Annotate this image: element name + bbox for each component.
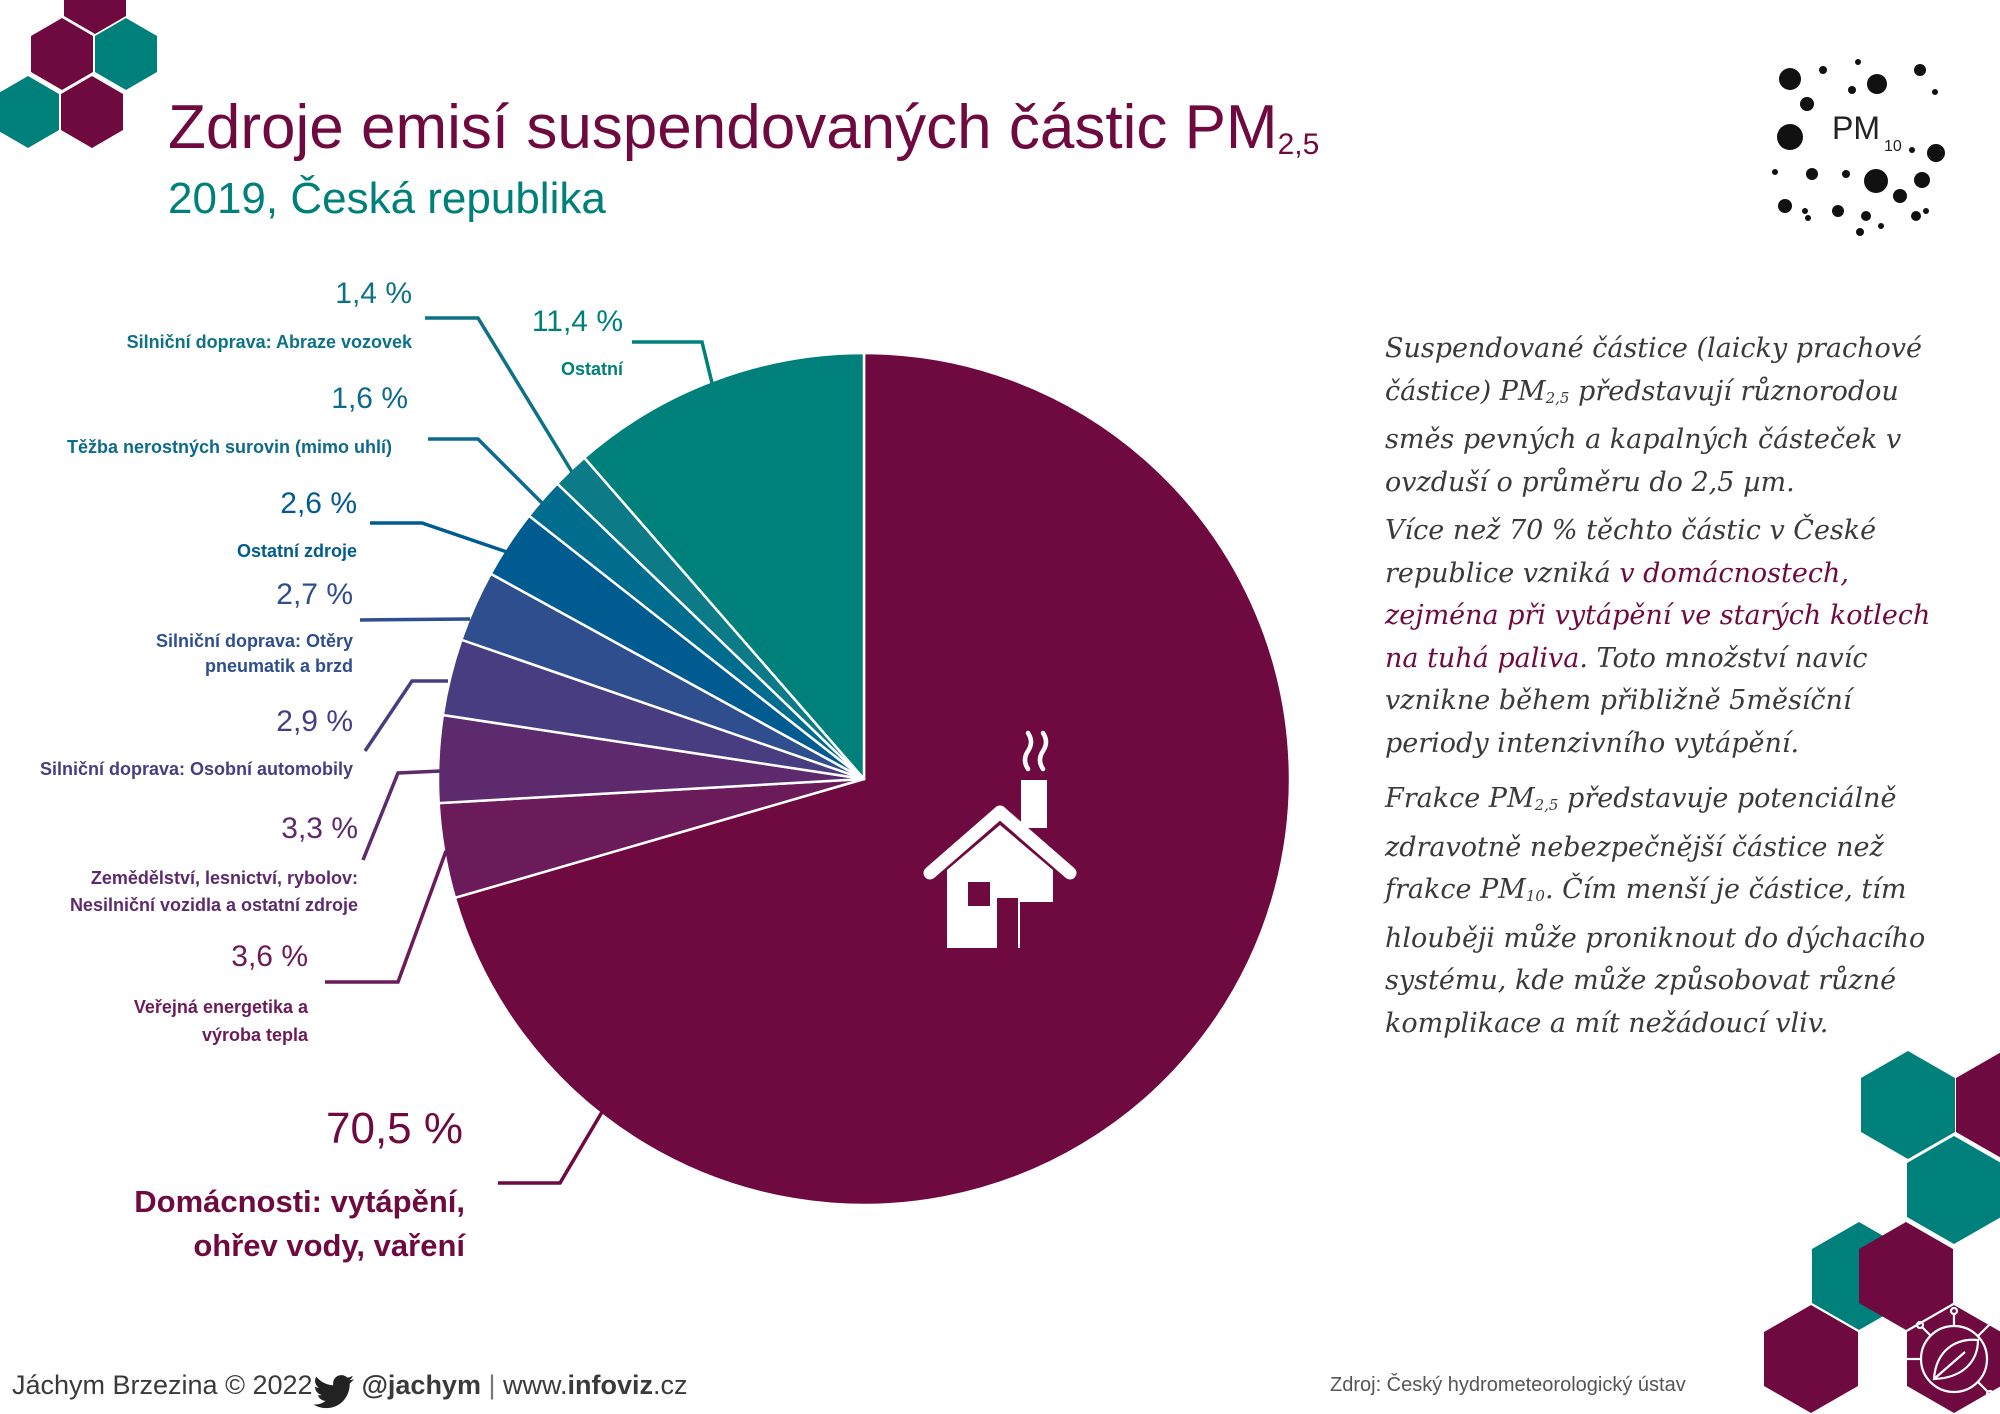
label-value-ostatni-zdroje: 2,6 % <box>280 487 357 520</box>
leader-line-ostatni <box>632 340 714 384</box>
label-name-ostatni: Ostatní <box>561 359 624 379</box>
paragraph-2: Více než 70 % těchto částic v České repu… <box>1385 510 1945 765</box>
label-value-otery: 2,7 % <box>276 578 353 611</box>
paragraph-3-text-c: . Čím menší je částice, tím hlouběji můž… <box>1385 874 1926 1039</box>
footer-website-main: infoviz <box>567 1370 654 1400</box>
leaf-network-icon <box>1898 1306 1997 1399</box>
leader-lines <box>325 316 714 1185</box>
paragraph-2-text-a: Více než 70 % těchto částic v České repu… <box>1385 515 1877 589</box>
pm10-logo-sub: 10 <box>1884 138 1902 155</box>
label-name-domacnosti-line1: Domácnosti: vytápění, <box>134 1184 465 1219</box>
page-subtitle: 2019, Česká republika <box>168 174 606 223</box>
label-name-osobni: Silniční doprava: Osobní automobily <box>40 759 353 779</box>
label-name-zemedelstvi-line1: Zemědělství, lesnictví, rybolov: <box>91 868 358 888</box>
label-value-ostatni: 11,4 % <box>532 305 623 338</box>
footer-source: Zdroj: Český hydrometeorologický ústav <box>1330 1374 1686 1396</box>
paragraph-2-text-b: . Toto množství navíc vznikne během přib… <box>1385 642 1868 759</box>
title-subscript: 2,5 <box>1277 128 1320 161</box>
label-name-abraze: Silniční doprava: Abraze vozovek <box>127 332 413 352</box>
footer-website-prefix: www. <box>503 1370 568 1400</box>
paragraph-3-text-b: představuje potenciálně zdravotně nebezp… <box>1385 783 1897 905</box>
house-icon <box>923 730 1077 948</box>
leader-line-domacnosti <box>498 1111 604 1185</box>
label-name-zemedelstvi-line2: Nesilniční vozidla a ostatní zdroje <box>70 895 358 915</box>
callout-labels: 1,4 % Silniční doprava: Abraze vozovek 1… <box>40 277 624 1263</box>
page-title: Zdroje emisí suspendovaných částic PM2,5 <box>168 92 1319 163</box>
footer-website-suffix: .cz <box>653 1370 688 1400</box>
hexagon-decoration-top-left <box>0 0 157 148</box>
leader-line-osobni <box>363 679 448 752</box>
label-name-ostatni-zdroje: Ostatní zdroje <box>237 541 357 561</box>
footer-credits: Jáchym Brzezina © 2022 @jachym | www.inf… <box>12 1370 688 1401</box>
particles-icon <box>1772 59 1945 236</box>
label-name-otery-line1: Silniční doprava: Otěry <box>156 631 353 651</box>
pie-slice-8 <box>583 351 866 781</box>
leader-line-otery <box>359 617 471 622</box>
paragraph-3-text-a: Frakce PM <box>1385 783 1535 814</box>
label-name-otery-line2: pneumatik a brzd <box>205 656 353 676</box>
paragraph-3-subscript-2: 10 <box>1525 887 1545 905</box>
leader-line-zemedelstvi <box>361 769 442 861</box>
footer-website[interactable]: www.infoviz.cz <box>503 1370 688 1400</box>
leader-line-tezba <box>428 437 544 505</box>
paragraph-3: Frakce PM2,5 představuje potenciálně zdr… <box>1385 778 1945 1045</box>
paragraph-1-text-a: Suspendované částice (laicky prachové čá… <box>1385 333 1922 407</box>
paragraph-3-subscript-1: 2,5 <box>1534 796 1559 814</box>
label-value-tezba: 1,6 % <box>331 382 408 415</box>
leader-line-energetika <box>325 850 448 984</box>
label-value-osobni: 2,9 % <box>276 705 353 738</box>
label-name-tezba: Těžba nerostných surovin (mimo uhlí) <box>67 437 392 457</box>
hexagon-decoration-bottom-right <box>1764 1051 2000 1413</box>
label-value-zemedelstvi: 3,3 % <box>281 812 358 845</box>
leader-line-ostatni-zdroje <box>370 521 508 554</box>
leader-line-abraze <box>425 316 574 473</box>
label-name-domacnosti-line2: ohřev vody, vaření <box>193 1228 466 1263</box>
footer-twitter-handle[interactable]: @jachym <box>361 1370 481 1400</box>
label-name-energetika-line2: výroba tepla <box>202 1025 309 1045</box>
footer-separator: | <box>488 1370 496 1400</box>
paragraph-2-highlight: v domácnostech, zejména při vytápění ve … <box>1385 557 1931 674</box>
footer-author: Jáchym Brzezina © 2022 <box>12 1370 313 1400</box>
twitter-bird-icon <box>313 1375 354 1409</box>
label-value-energetika: 3,6 % <box>231 940 308 973</box>
paragraph-1: Suspendované částice (laicky prachové čá… <box>1385 328 1945 504</box>
paragraph-1-subscript: 2,5 <box>1545 388 1570 407</box>
pm10-logo-label: PM <box>1832 110 1880 146</box>
pie-slice-0 <box>453 351 1292 1207</box>
label-value-domacnosti: 70,5 % <box>326 1104 463 1153</box>
title-main: Zdroje emisí suspendovaných částic PM <box>168 93 1278 162</box>
paragraph-1-text-b: představují různorodou směs pevných a ka… <box>1385 375 1902 498</box>
pie-chart <box>436 351 1292 1207</box>
label-name-energetika-line1: Veřejná energetika a <box>134 997 309 1017</box>
label-value-abraze: 1,4 % <box>335 277 412 310</box>
